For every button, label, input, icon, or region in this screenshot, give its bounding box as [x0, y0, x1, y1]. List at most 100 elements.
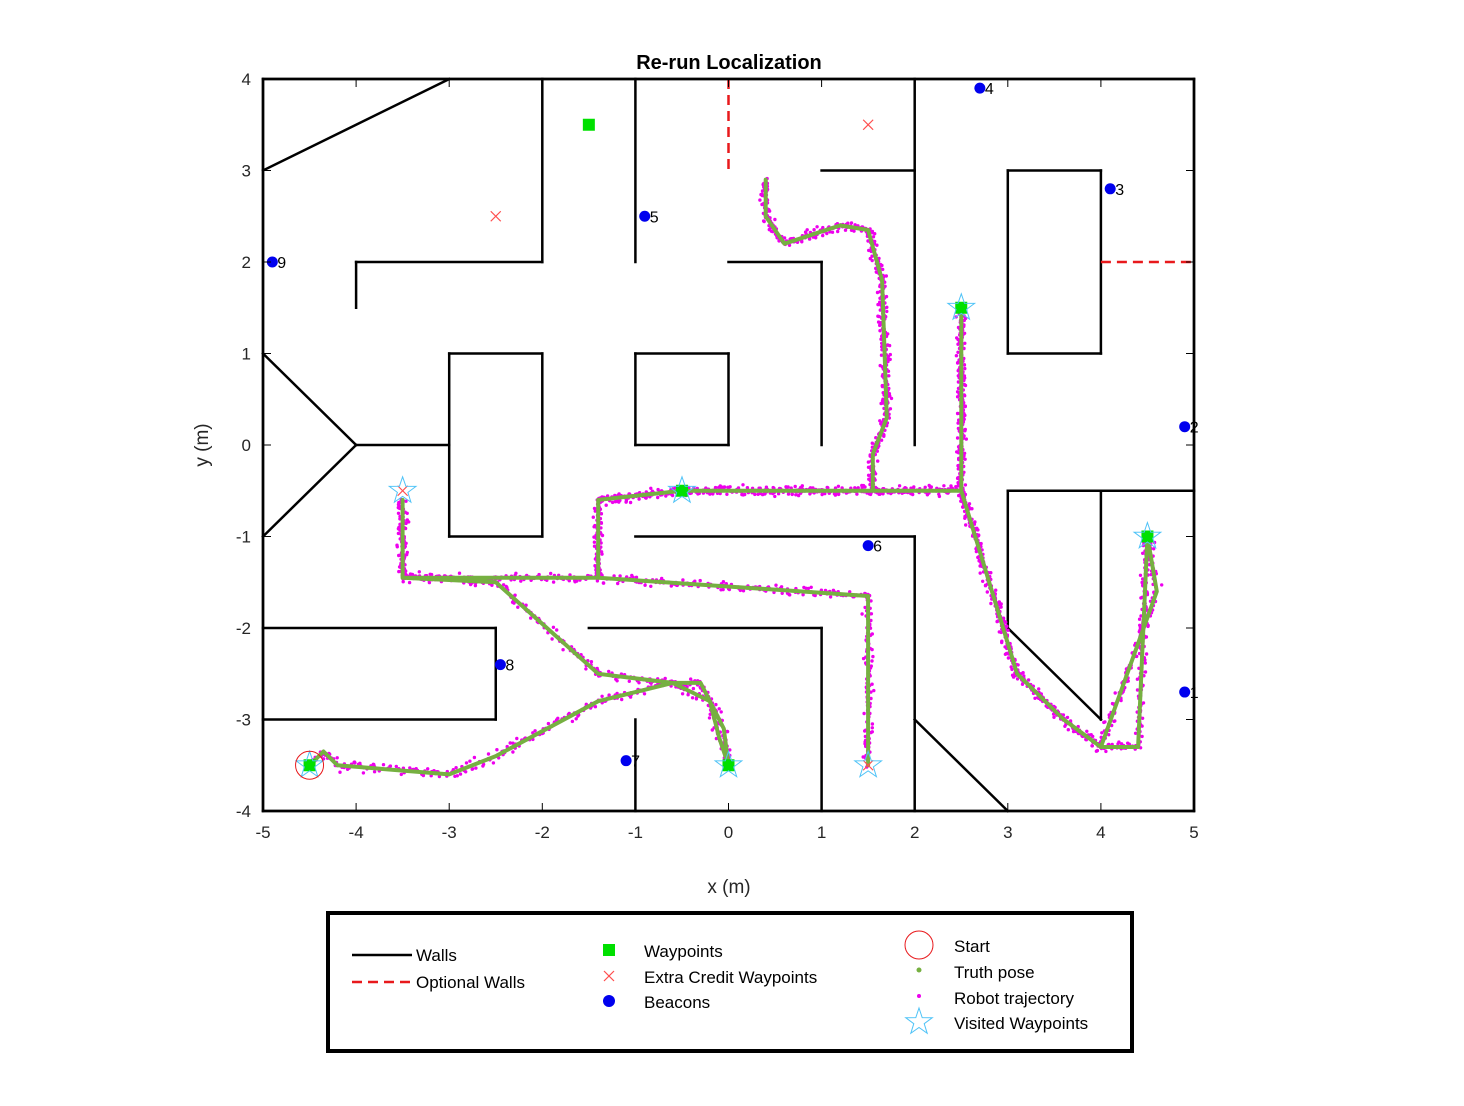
robot-trajectory-point — [869, 696, 873, 701]
extra-credit-waypoint-marker — [862, 119, 874, 131]
wall-segment — [1006, 626, 1103, 722]
robot-trajectory-point — [753, 492, 757, 497]
robot-trajectory-point — [760, 189, 765, 193]
y-tick-label: -4 — [236, 802, 251, 821]
robot-trajectory-point — [994, 588, 998, 592]
robot-trajectory-point — [962, 382, 966, 387]
robot-trajectory-point — [643, 583, 647, 587]
robot-trajectory-point — [989, 601, 993, 606]
robot-trajectory-point — [873, 239, 877, 244]
robot-trajectory-point — [976, 555, 980, 560]
robot-trajectory-point — [1140, 580, 1144, 585]
robot-trajectory-point — [510, 600, 515, 604]
robot-trajectory-point — [836, 484, 841, 488]
robot-trajectory-point — [1133, 731, 1138, 735]
robot-trajectory-point — [1026, 678, 1031, 682]
robot-trajectory-point — [910, 492, 914, 496]
robot-trajectory-point — [1137, 617, 1142, 621]
robot-trajectory-point — [1135, 677, 1140, 681]
robot-trajectory-point — [642, 692, 647, 696]
robot-trajectory-point — [1091, 734, 1095, 739]
legend-walls-label: Walls — [416, 946, 457, 965]
robot-trajectory-point — [508, 741, 512, 745]
robot-trajectory-point — [421, 773, 426, 778]
robot-trajectory-point — [696, 492, 700, 496]
x-tick-label: 4 — [1096, 823, 1105, 842]
visited-waypoint-marker — [387, 475, 418, 504]
beacon-marker — [620, 755, 632, 767]
robot-trajectory-point — [784, 485, 789, 490]
robot-trajectory-point — [956, 421, 960, 425]
extra-credit-waypoint-marker — [397, 485, 409, 497]
robot-trajectory-point — [876, 459, 880, 463]
robot-trajectory-point — [806, 586, 811, 591]
robot-trajectory-point — [803, 230, 808, 234]
robot-trajectory-point — [955, 361, 960, 365]
robot-trajectory-point — [617, 492, 621, 496]
robot-trajectory-point — [600, 533, 605, 538]
legend-visited-marker — [904, 1006, 934, 1035]
robot-trajectory-point — [821, 233, 825, 238]
robot-trajectory-point — [592, 540, 597, 544]
robot-trajectory-point — [759, 192, 763, 197]
robot-trajectory-point — [1140, 716, 1145, 720]
x-tick-label: -2 — [535, 823, 550, 842]
robot-trajectory-point — [836, 229, 840, 234]
robot-trajectory-point — [963, 394, 967, 398]
robot-trajectory-point — [546, 721, 551, 726]
robot-trajectory-point — [779, 585, 784, 589]
robot-trajectory-point — [1116, 742, 1120, 746]
robot-trajectory-point — [871, 654, 875, 659]
robot-trajectory-point — [599, 512, 603, 516]
robot-trajectory-point — [870, 647, 874, 652]
robot-trajectory-point — [956, 481, 960, 485]
x-tick-label: 0 — [724, 823, 733, 842]
robot-trajectory-point — [714, 702, 718, 707]
robot-trajectory-point — [599, 550, 604, 554]
robot-trajectory-point — [399, 772, 403, 777]
beacon-marker — [862, 540, 874, 552]
robot-trajectory-point — [956, 464, 960, 468]
robot-trajectory-point — [405, 552, 409, 557]
robot-trajectory-point — [866, 460, 871, 464]
robot-trajectory-point — [787, 243, 792, 247]
robot-trajectory-point — [690, 696, 695, 700]
waypoint-marker — [1141, 530, 1154, 543]
robot-trajectory-point — [949, 484, 953, 488]
robot-trajectory-point — [407, 580, 412, 585]
robot-trajectory-point — [575, 579, 579, 583]
robot-trajectory-point — [1113, 691, 1117, 695]
robot-trajectory-point — [870, 722, 875, 726]
robot-trajectory-point — [870, 726, 874, 730]
robot-trajectory-point — [1138, 573, 1143, 577]
x-tick-label: -4 — [349, 823, 364, 842]
extra-credit-stroke — [862, 759, 874, 771]
robot-trajectory-point — [570, 719, 575, 724]
robot-trajectory-point — [1126, 679, 1130, 683]
robot-trajectory-point — [335, 756, 339, 760]
robot-trajectory-point — [649, 486, 653, 490]
legend-beacon-marker — [603, 995, 615, 1007]
robot-trajectory-point — [428, 572, 432, 576]
robot-trajectory-point — [863, 485, 867, 489]
robot-trajectory-point — [886, 332, 890, 336]
robot-trajectory-point — [978, 564, 982, 568]
beacon-marker — [974, 82, 986, 94]
robot-trajectory-point — [997, 630, 1001, 634]
robot-trajectory-point — [999, 605, 1003, 609]
robot-trajectory-point — [401, 580, 405, 584]
robot-trajectory-point — [404, 499, 408, 503]
robot-trajectory-point — [786, 492, 791, 496]
robot-trajectory-point — [897, 484, 902, 488]
robot-trajectory-point — [963, 429, 967, 433]
robot-trajectory-point — [880, 384, 885, 389]
robot-trajectory-point — [634, 575, 639, 579]
robot-trajectory-point — [774, 583, 778, 587]
robot-trajectory-point — [599, 541, 603, 545]
visited-waypoint-marker — [294, 749, 325, 778]
robot-trajectory-point — [1015, 677, 1020, 681]
robot-trajectory-point — [927, 483, 931, 488]
robot-trajectory-point — [615, 499, 619, 503]
robot-trajectory-point — [396, 531, 401, 536]
